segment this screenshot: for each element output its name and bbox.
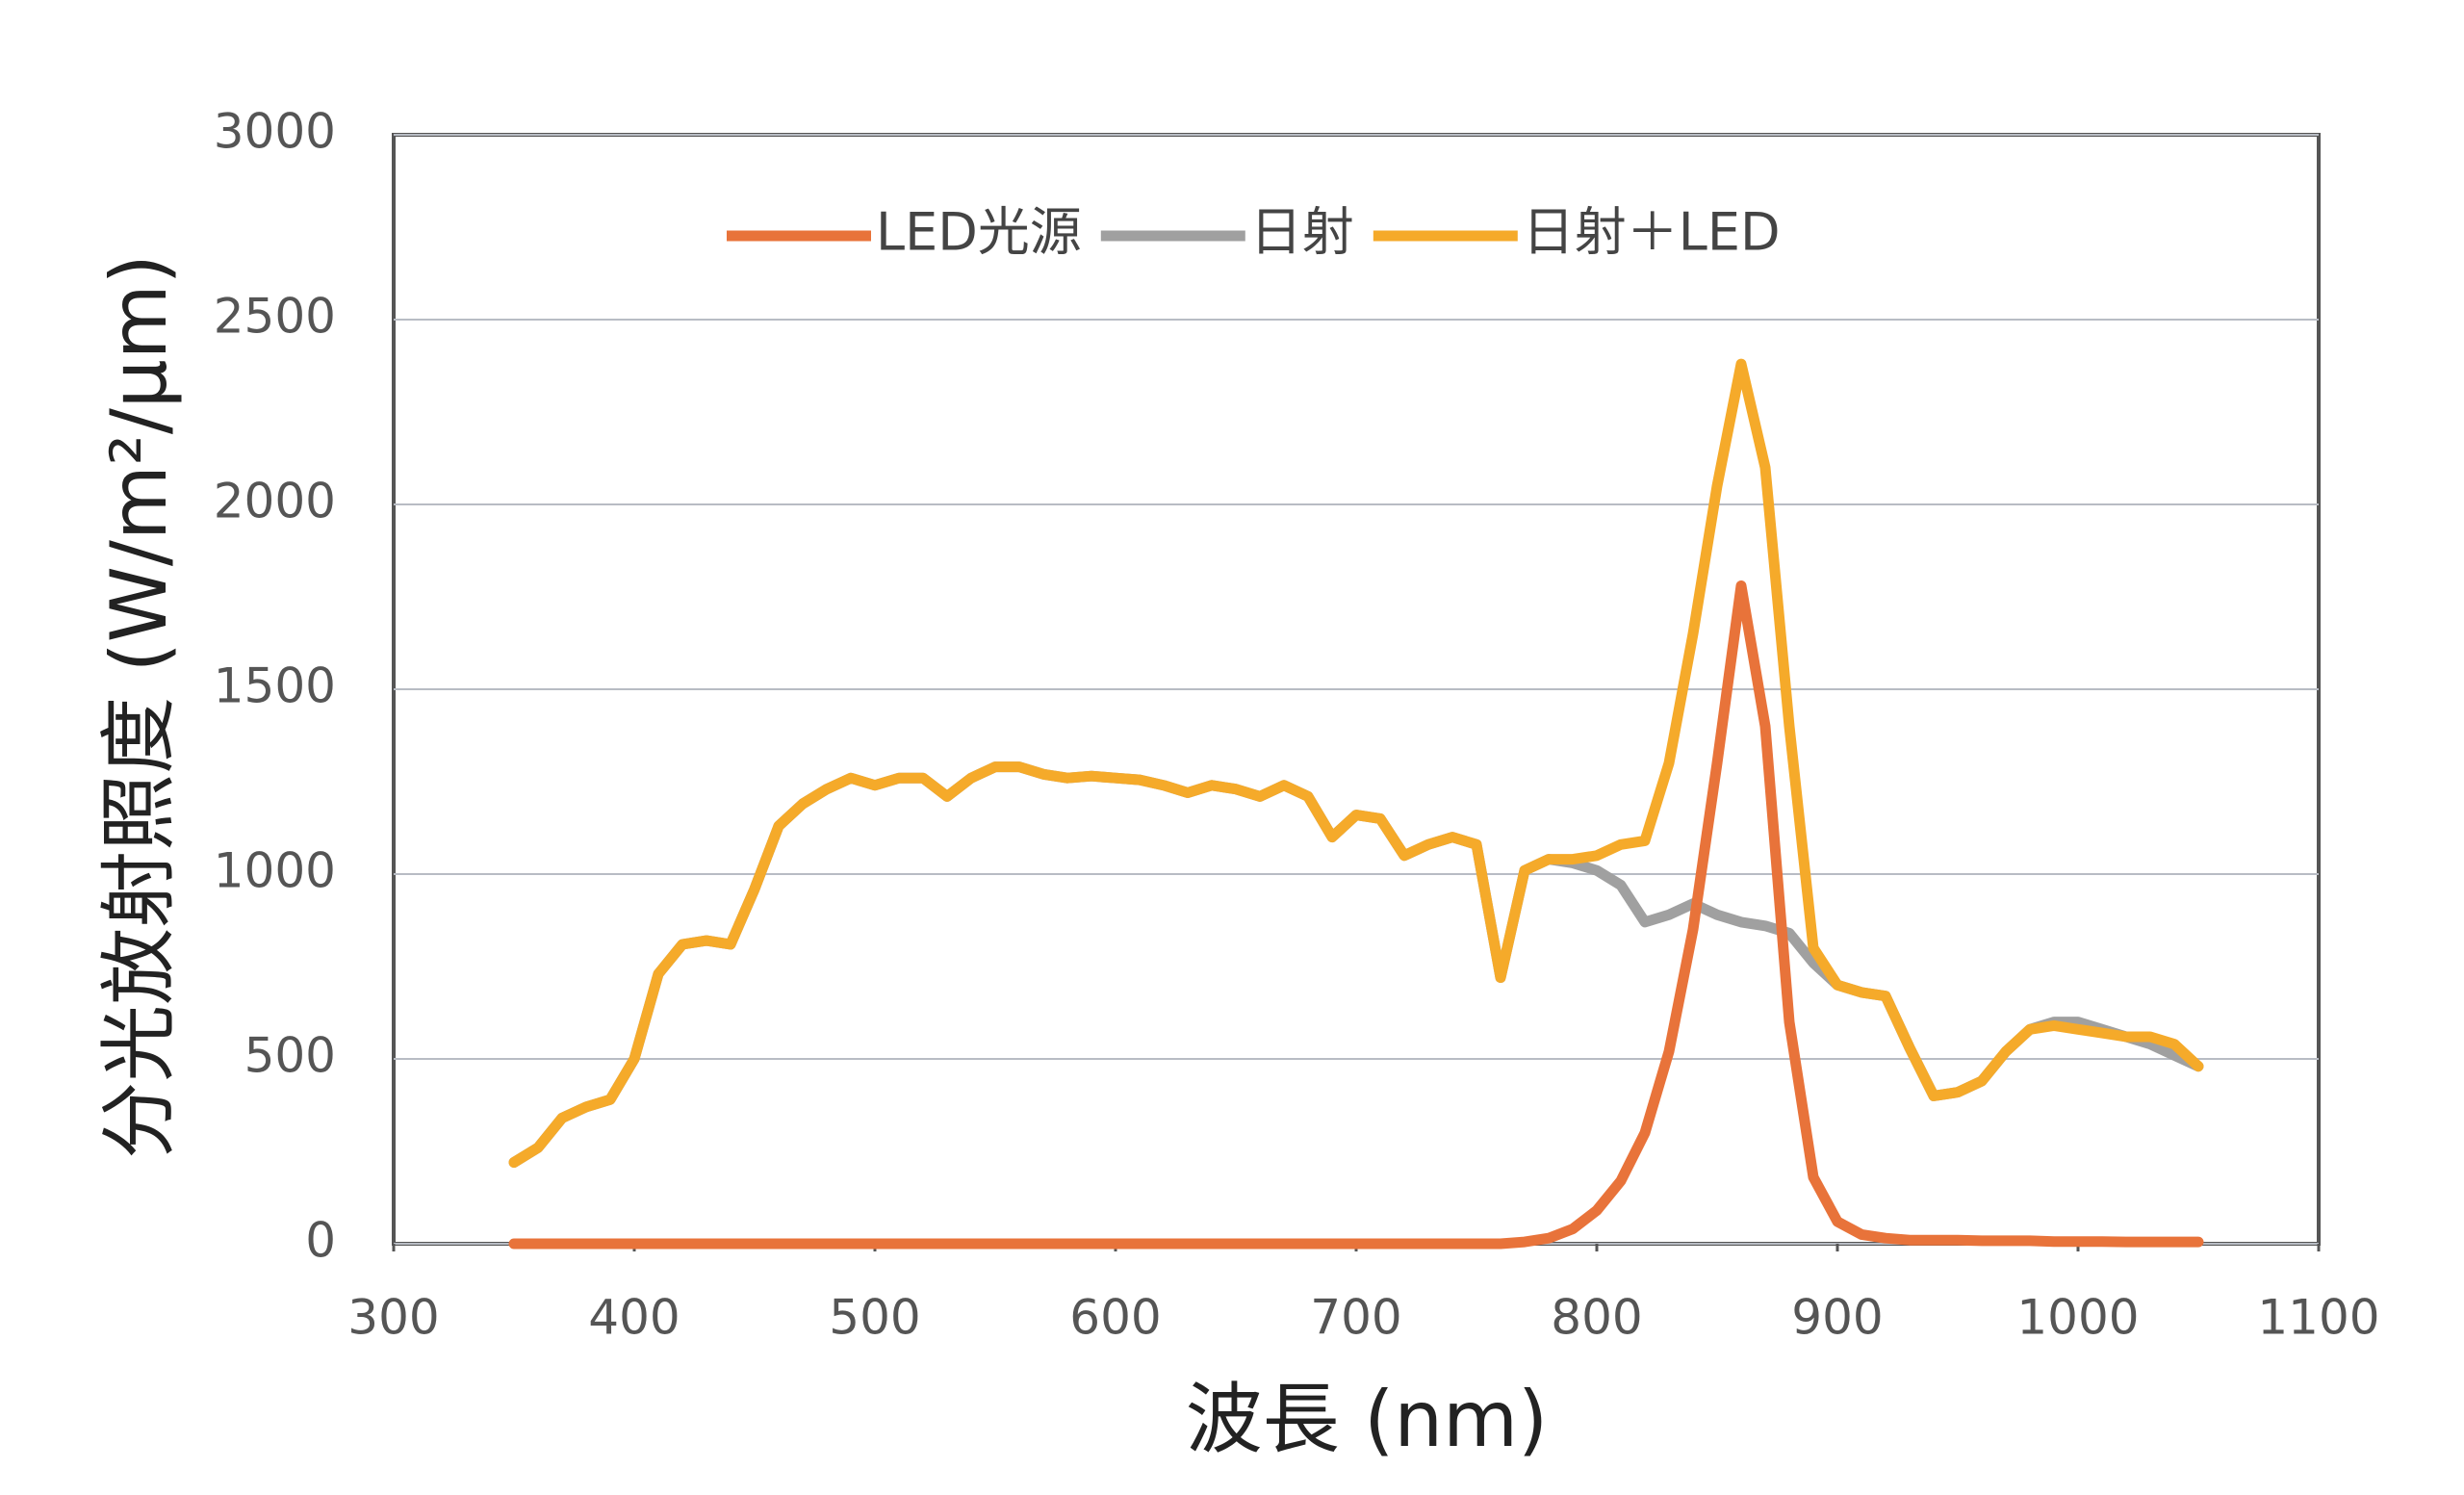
- x-tick-label: 400: [588, 1290, 680, 1346]
- legend-label: 日射: [1250, 202, 1354, 263]
- y-tick-label: 2000: [214, 474, 336, 529]
- y-tick-label: 3000: [214, 104, 336, 160]
- x-tick-label: 500: [829, 1290, 920, 1346]
- y-tick-label: 2500: [214, 289, 336, 345]
- y-tick-label: 1500: [214, 658, 336, 714]
- x-tick-label: 1100: [2257, 1290, 2379, 1346]
- x-tick-label: 600: [1069, 1290, 1161, 1346]
- y-tick-label: 500: [244, 1028, 336, 1084]
- legend-label: 日射＋LED: [1523, 202, 1781, 263]
- x-tick-label: 1000: [2016, 1290, 2139, 1346]
- x-tick-label: 300: [347, 1290, 439, 1346]
- y-tick-label: 1000: [214, 843, 336, 899]
- x-tick-label: 900: [1791, 1290, 1883, 1346]
- x-axis-title: 波長 (nm): [1186, 1375, 1548, 1464]
- series-line: [508, 580, 2204, 1250]
- x-tick-label: 700: [1310, 1290, 1401, 1346]
- y-tick-label: 0: [305, 1213, 336, 1269]
- y-axis-title: 分光放射照度 (W/m²/μm): [94, 254, 184, 1159]
- x-tick-label: 800: [1551, 1290, 1642, 1346]
- legend-label: LED光源: [876, 202, 1082, 263]
- series-line: [508, 358, 2204, 1168]
